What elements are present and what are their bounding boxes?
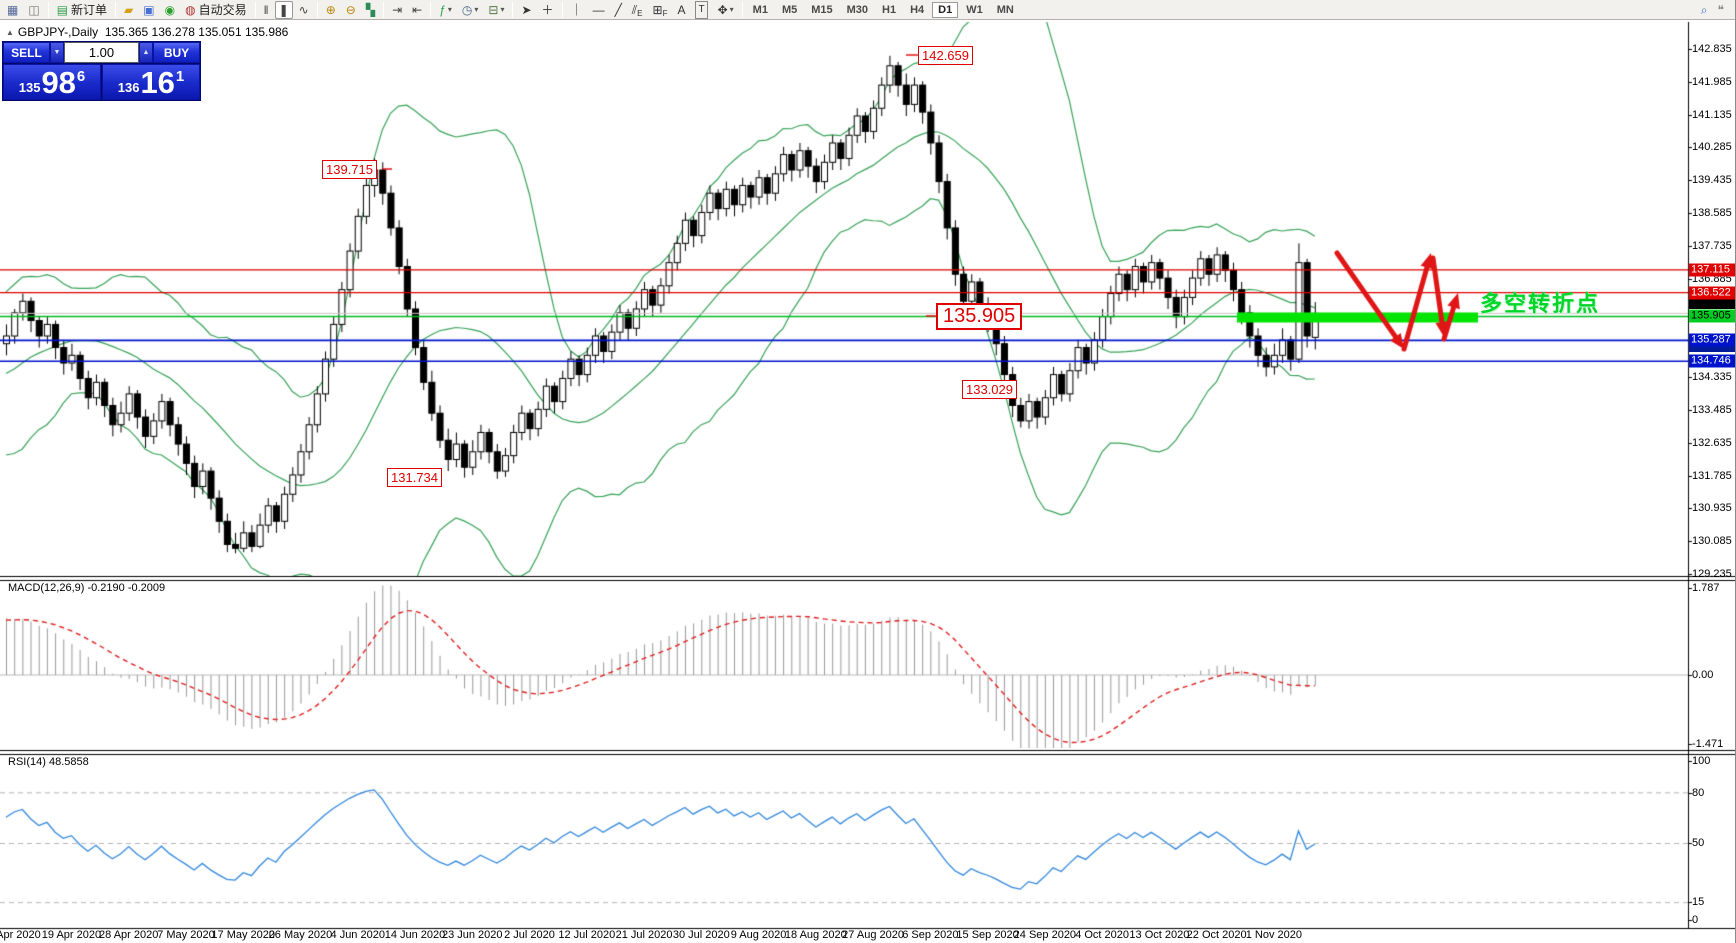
price-level-tag: 134.746 (1689, 354, 1735, 368)
date-tick-label: 23 Jun 2020 (441, 929, 503, 941)
price-tick-label: 142.835 (1692, 43, 1732, 55)
price-tick-label: 130.085 (1692, 535, 1732, 547)
buy-price-button[interactable]: 136 16 1 (102, 64, 200, 100)
turning-point-annotation[interactable]: 多空转折点 (1480, 291, 1601, 316)
price-annotation-box[interactable]: 135.905 (936, 303, 1023, 330)
buy-price-prefix: 136 (117, 80, 140, 95)
date-tick-label: 14 Jun 2020 (384, 929, 446, 941)
symbol-name: GBPJPY-,Daily (17, 25, 99, 39)
buy-button[interactable]: BUY (153, 42, 200, 63)
date-tick-label: 18 Aug 2020 (784, 929, 847, 941)
buy-price-main: 16 (140, 65, 175, 100)
price-annotation-box[interactable]: 139.715 (322, 160, 377, 179)
macd-tick-label: -1.471 (1692, 738, 1724, 750)
bid-price-tag (1689, 298, 1735, 309)
date-tick-label: 19 Apr 2020 (41, 929, 102, 941)
rsi-tick-label: 100 (1692, 755, 1711, 767)
macd-tick-label: 1.787 (1692, 582, 1720, 594)
date-tick-label: 26 May 2020 (268, 929, 333, 941)
price-level-tag: 135.287 (1689, 333, 1735, 347)
price-annotation-box[interactable]: 142.659 (918, 46, 973, 65)
date-tick-label: 24 Sep 2020 (1013, 929, 1077, 941)
price-tick-label: 131.785 (1692, 470, 1732, 482)
volume-input[interactable] (64, 42, 139, 63)
sell-price-button[interactable]: 135 98 6 (3, 64, 101, 100)
price-tick-label: 133.485 (1692, 404, 1732, 416)
price-tick-label: 141.135 (1692, 109, 1732, 121)
date-tick-label: 1 Nov 2020 (1245, 929, 1303, 941)
hidden-price-tag (1689, 346, 1735, 352)
rsi-tick-label: 50 (1692, 837, 1705, 849)
date-tick-label: 8 Apr 2020 (0, 929, 41, 941)
date-tick-label: 17 May 2020 (211, 929, 276, 941)
sell-button[interactable]: SELL (3, 42, 50, 63)
macd-indicator-label: MACD(12,26,9) -0.2190 -0.2009 (8, 582, 166, 594)
date-tick-label: 4 Oct 2020 (1075, 929, 1130, 941)
volume-down-stepper[interactable]: ▼ (50, 42, 64, 63)
price-tick-label: 137.735 (1692, 240, 1732, 252)
date-tick-label: 4 Jun 2020 (330, 929, 385, 941)
price-tick-label: 140.285 (1692, 141, 1732, 153)
sell-price-prefix: 135 (18, 80, 41, 95)
rsi-indicator-label: RSI(14) 48.5858 (8, 756, 89, 768)
rsi-tick-label: 80 (1692, 787, 1705, 799)
macd-tick-label: 0.00 (1692, 669, 1714, 681)
date-tick-label: 30 Jul 2020 (672, 929, 730, 941)
symbol-info: ▲ GBPJPY-,Daily 135.365 136.278 135.051 1… (6, 25, 288, 39)
price-annotation-box[interactable]: 133.029 (962, 380, 1017, 399)
rsi-tick-label: 15 (1692, 896, 1705, 908)
sell-price-pip: 6 (76, 68, 86, 85)
rsi-tick-label: 0 (1692, 914, 1699, 926)
date-tick-label: 7 May 2020 (157, 929, 215, 941)
date-tick-label: 2 Jul 2020 (504, 929, 555, 941)
date-tick-label: 15 Sep 2020 (956, 929, 1019, 941)
price-tick-label: 130.935 (1692, 502, 1732, 514)
price-level-tag: 136.522 (1689, 286, 1735, 300)
symbol-ohlc: 135.365 136.278 135.051 135.986 (104, 25, 289, 39)
date-tick-label: 28 Apr 2020 (99, 929, 159, 941)
price-level-tag: 137.115 (1689, 263, 1735, 277)
date-tick-label: 13 Oct 2020 (1129, 929, 1190, 941)
price-tick-label: 134.335 (1692, 371, 1732, 383)
price-level-tag: 135.905 (1689, 309, 1735, 323)
sell-price-main: 98 (41, 65, 76, 100)
date-tick-label: 27 Aug 2020 (842, 929, 904, 941)
date-tick-label: 12 Jul 2020 (558, 929, 616, 941)
volume-up-stepper[interactable]: ▲ (139, 42, 153, 63)
date-tick-label: 21 Jul 2020 (615, 929, 673, 941)
date-tick-label: 6 Sep 2020 (902, 929, 959, 941)
price-annotation-box[interactable]: 131.734 (387, 468, 442, 487)
price-tick-label: 139.435 (1692, 174, 1732, 186)
date-tick-label: 9 Aug 2020 (730, 929, 787, 941)
date-tick-label: 22 Oct 2020 (1186, 929, 1247, 941)
price-tick-label: 138.585 (1692, 207, 1732, 219)
price-tick-label: 141.985 (1692, 76, 1732, 88)
price-tick-label: 132.635 (1692, 437, 1732, 449)
buy-price-pip: 1 (175, 68, 185, 85)
price-tick-label: 129.235 (1692, 568, 1732, 580)
one-click-trading-panel: SELL ▼ ▲ BUY 135 98 6 136 16 1 (2, 41, 201, 101)
collapse-panel-icon[interactable]: ▲ (6, 28, 14, 37)
